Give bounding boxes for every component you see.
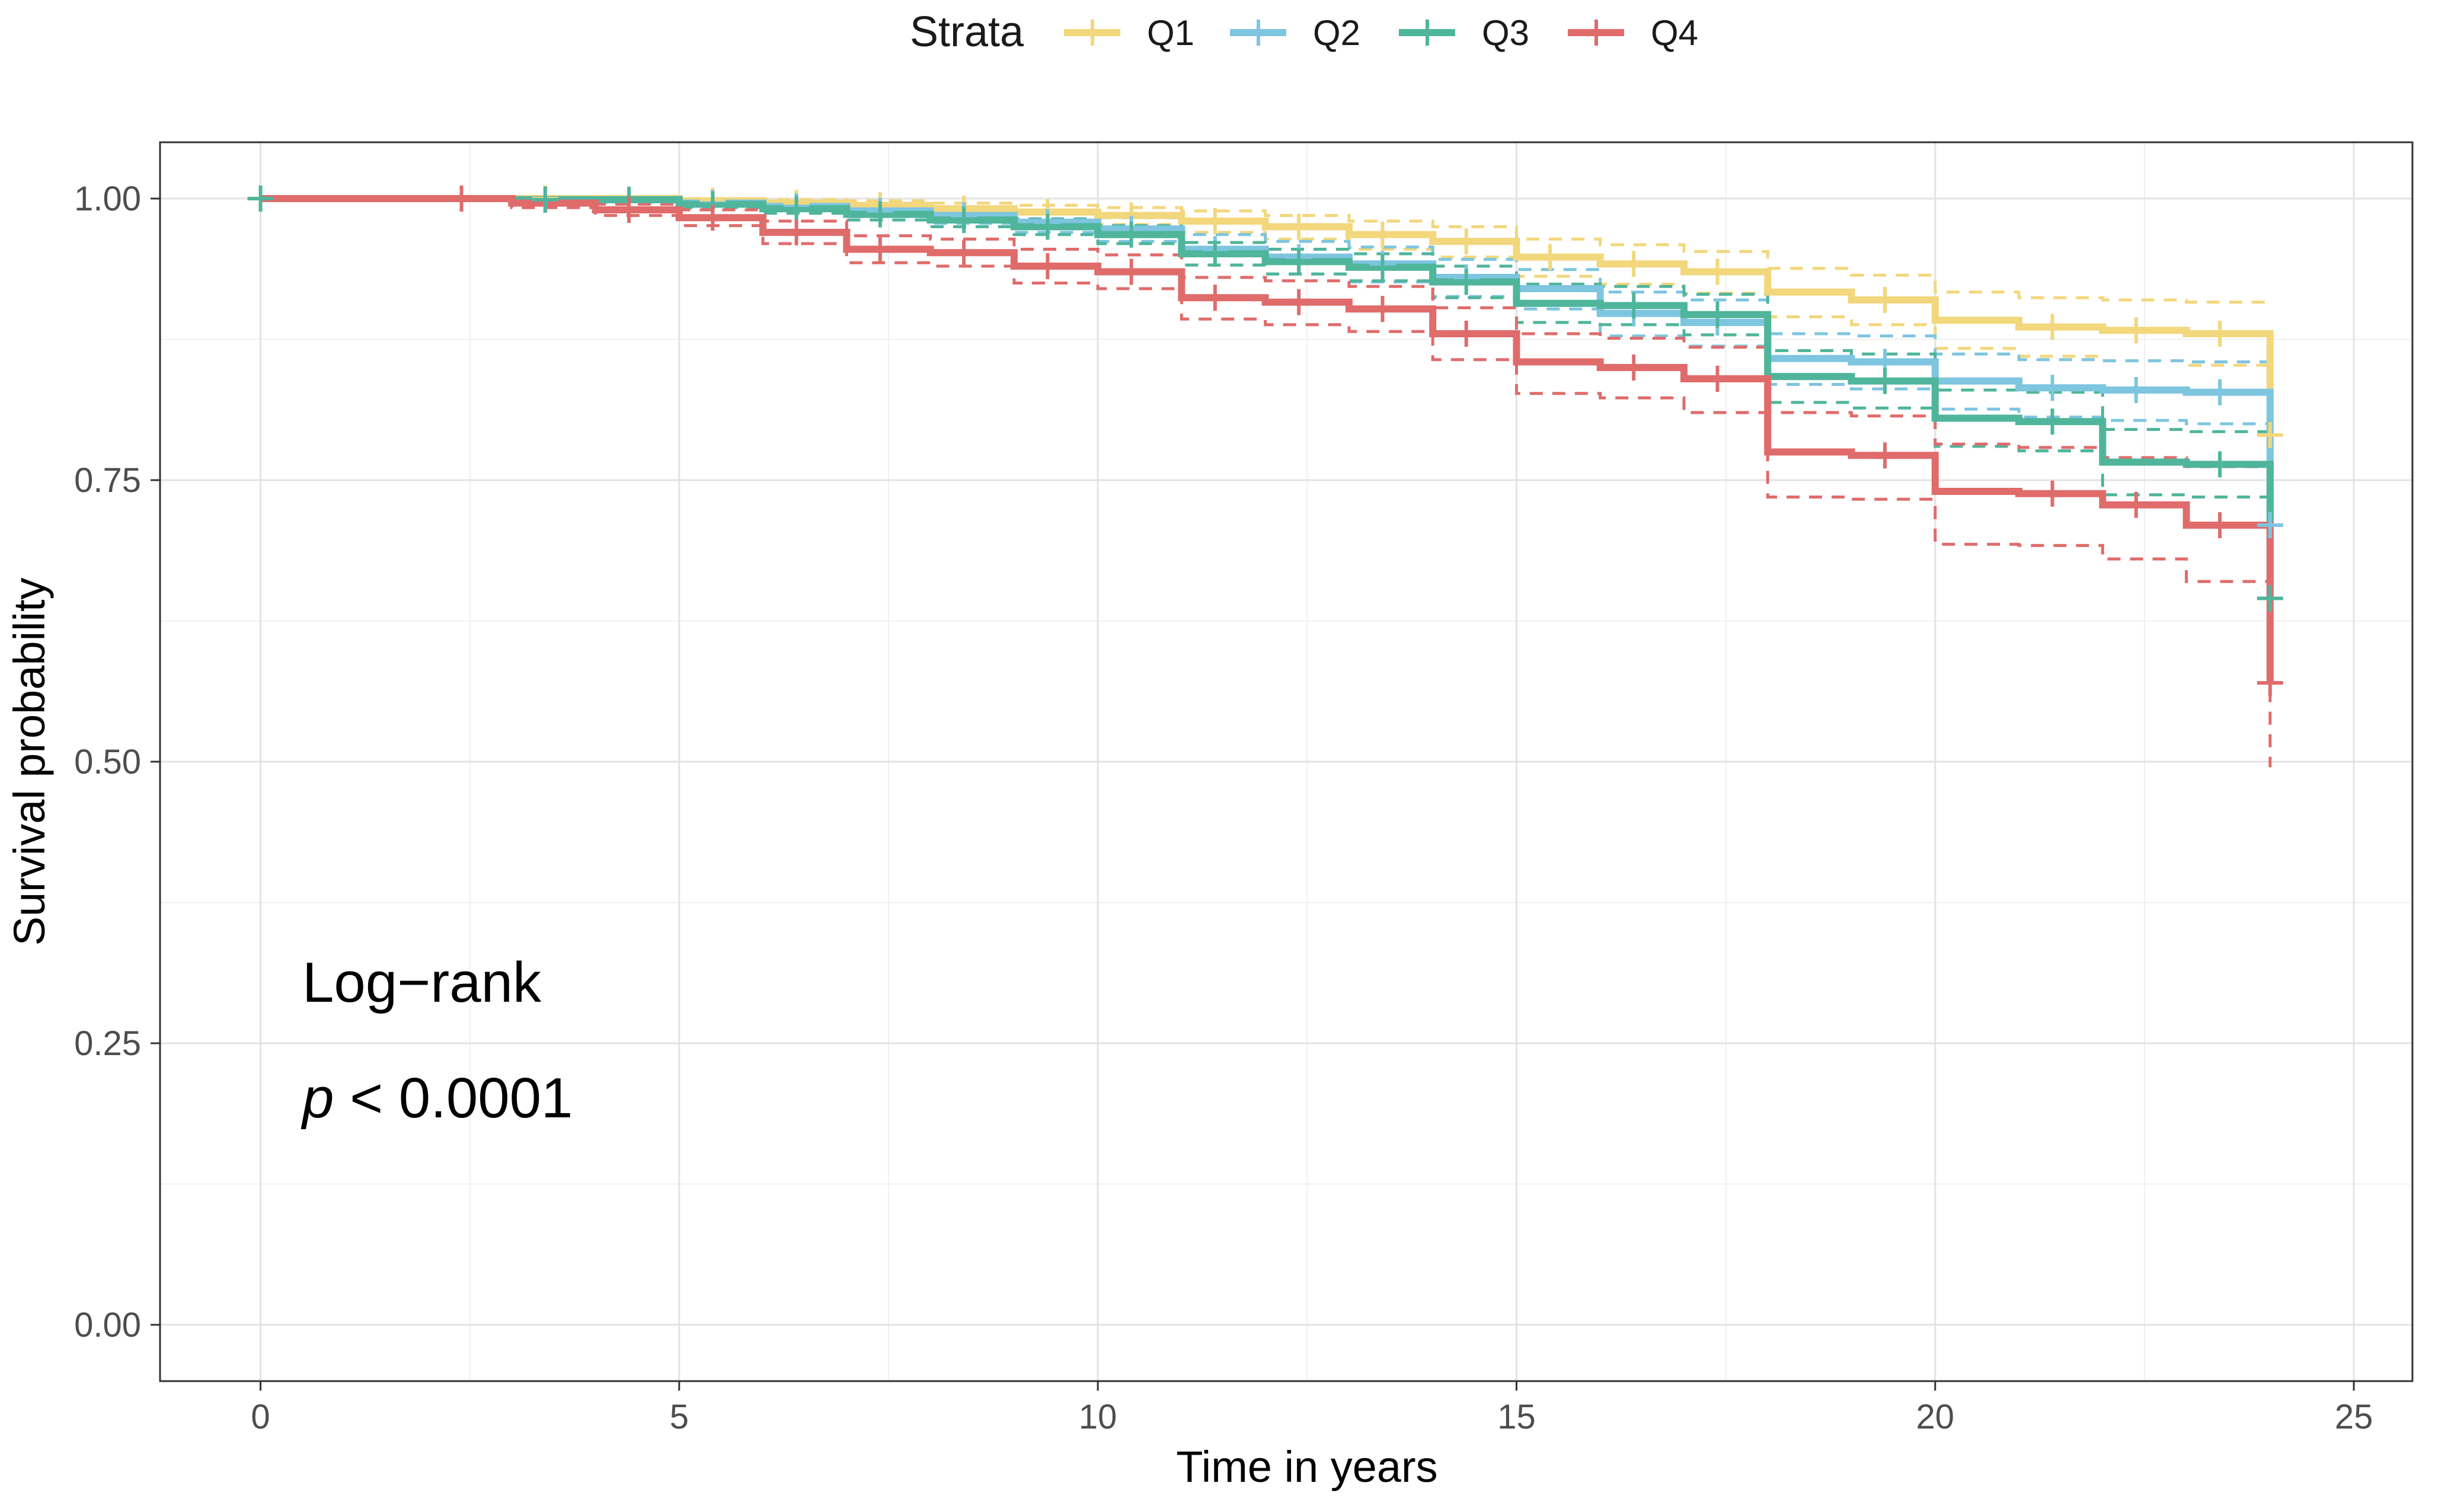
censor-mark-q4 bbox=[1872, 442, 1899, 469]
x-axis: 0 5 10 15 20 25 bbox=[251, 1381, 2373, 1436]
x-tick-label: 20 bbox=[1916, 1398, 1955, 1436]
curve-q3 bbox=[260, 195, 2274, 599]
censor-mark-q4 bbox=[2257, 670, 2283, 696]
y-tick-label: 0.50 bbox=[74, 743, 141, 781]
censor-mark-q2 bbox=[2257, 512, 2283, 538]
censor-mark-q3 bbox=[532, 186, 558, 213]
ci-lower-q3 bbox=[260, 197, 2270, 499]
y-tick-label: 0.75 bbox=[74, 461, 141, 500]
censor-mark-q4 bbox=[1201, 285, 1228, 311]
ci-lower-q2 bbox=[260, 197, 2270, 426]
censor-mark-q4 bbox=[1453, 321, 1479, 347]
legend-items: Q1 Q2 Q3 Q4 bbox=[1064, 13, 1698, 53]
x-axis-label: Time in years bbox=[1176, 1442, 1437, 1491]
p-value: < 0.0001 bbox=[334, 1066, 573, 1130]
y-tick-label: 0.25 bbox=[74, 1024, 141, 1063]
legend-label: Q4 bbox=[1651, 13, 1698, 53]
censor-mark-q2 bbox=[2123, 377, 2149, 403]
legend-label: Q2 bbox=[1313, 13, 1360, 53]
y-tick-label: 1.00 bbox=[74, 180, 141, 218]
y-axis: 0.00 0.25 0.50 0.75 1.00 bbox=[74, 180, 160, 1344]
censor-mark-q4 bbox=[699, 204, 726, 231]
censor-mark-q4 bbox=[616, 197, 643, 223]
censor-mark-q1 bbox=[2207, 321, 2233, 347]
ci-upper-q4 bbox=[260, 197, 2270, 468]
censor-mark-q3 bbox=[1621, 292, 1647, 319]
censor-mark-q3 bbox=[2039, 408, 2066, 435]
curve-q4 bbox=[260, 195, 2274, 683]
censor-mark-q2 bbox=[2039, 375, 2066, 401]
censor-mark-q3 bbox=[2207, 451, 2233, 478]
x-tick-label: 25 bbox=[2335, 1398, 2373, 1436]
censor-mark-q4 bbox=[2039, 480, 2066, 507]
censor-mark-q4 bbox=[783, 219, 810, 245]
censor-mark-q1 bbox=[1621, 251, 1647, 277]
censor-mark-q3 bbox=[1369, 254, 1396, 280]
y-tick-label: 0.00 bbox=[74, 1306, 141, 1344]
censor-mark-q1 bbox=[1201, 208, 1228, 234]
censor-mark-q4 bbox=[1621, 354, 1647, 381]
legend: Strata Q1 Q2 Q3 Q4 bbox=[910, 8, 1698, 56]
legend-label: Q3 bbox=[1482, 13, 1529, 53]
x-tick-label: 10 bbox=[1079, 1398, 1117, 1436]
censor-mark-q3 bbox=[2257, 585, 2283, 612]
log-rank-label: Log−rank bbox=[302, 951, 542, 1014]
censor-mark-q4 bbox=[1118, 258, 1145, 285]
censor-mark-q3 bbox=[1872, 368, 1899, 394]
censor-mark-q4 bbox=[448, 186, 475, 212]
x-tick-label: 0 bbox=[251, 1398, 270, 1436]
censor-mark-q1 bbox=[1536, 244, 1563, 270]
censor-mark-q4 bbox=[2207, 512, 2233, 538]
log-rank-annotation: Log−rank p < 0.0001 bbox=[301, 951, 573, 1130]
legend-item-q1: Q1 bbox=[1064, 13, 1194, 53]
x-tick-label: 15 bbox=[1497, 1398, 1536, 1436]
censor-mark-q1 bbox=[2123, 317, 2149, 344]
censor-mark-q3 bbox=[783, 196, 810, 222]
ci-lower-q4 bbox=[260, 197, 2272, 768]
censor-mark-q1 bbox=[2039, 314, 2066, 340]
legend-label: Q1 bbox=[1147, 13, 1194, 53]
censor-mark-q3 bbox=[1704, 301, 1731, 328]
legend-item-q4: Q4 bbox=[1568, 13, 1698, 53]
censor-mark-q1 bbox=[1453, 228, 1479, 255]
censor-mark-q4 bbox=[951, 239, 977, 266]
censor-mark-q3 bbox=[1453, 269, 1479, 295]
p-symbol: p bbox=[301, 1066, 334, 1130]
censor-mark-q3 bbox=[951, 207, 977, 234]
x-tick-label: 5 bbox=[670, 1398, 689, 1436]
censor-mark-q1 bbox=[2257, 422, 2283, 448]
censor-mark-q4 bbox=[1286, 289, 1312, 315]
ci-upper-q1 bbox=[260, 197, 2272, 305]
censor-mark-q4 bbox=[2123, 491, 2149, 518]
censor-mark-q1 bbox=[1369, 221, 1396, 248]
censor-mark-q4 bbox=[1034, 253, 1061, 279]
legend-item-q3: Q3 bbox=[1399, 13, 1529, 53]
censor-mark-q4 bbox=[1704, 366, 1731, 392]
y-axis-label: Survival probability bbox=[5, 577, 54, 945]
censor-mark-q3 bbox=[1286, 248, 1312, 275]
censor-mark-q1 bbox=[1872, 287, 1899, 313]
legend-title: Strata bbox=[910, 8, 1024, 56]
censor-mark-q2 bbox=[2207, 379, 2233, 405]
censor-mark-q4 bbox=[1369, 296, 1396, 322]
censor-mark-q3 bbox=[867, 201, 893, 228]
legend-item-q2: Q2 bbox=[1230, 13, 1360, 53]
censor-mark-q3 bbox=[247, 186, 274, 212]
censor-marks bbox=[247, 186, 2283, 696]
censor-mark-q4 bbox=[867, 236, 893, 263]
p-value-label: p < 0.0001 bbox=[301, 1066, 573, 1130]
censor-mark-q1 bbox=[1704, 258, 1731, 285]
censor-mark-q1 bbox=[1286, 213, 1312, 240]
censor-mark-q3 bbox=[1201, 241, 1228, 267]
censor-mark-q3 bbox=[1034, 213, 1061, 240]
censor-mark-q3 bbox=[1118, 221, 1145, 248]
